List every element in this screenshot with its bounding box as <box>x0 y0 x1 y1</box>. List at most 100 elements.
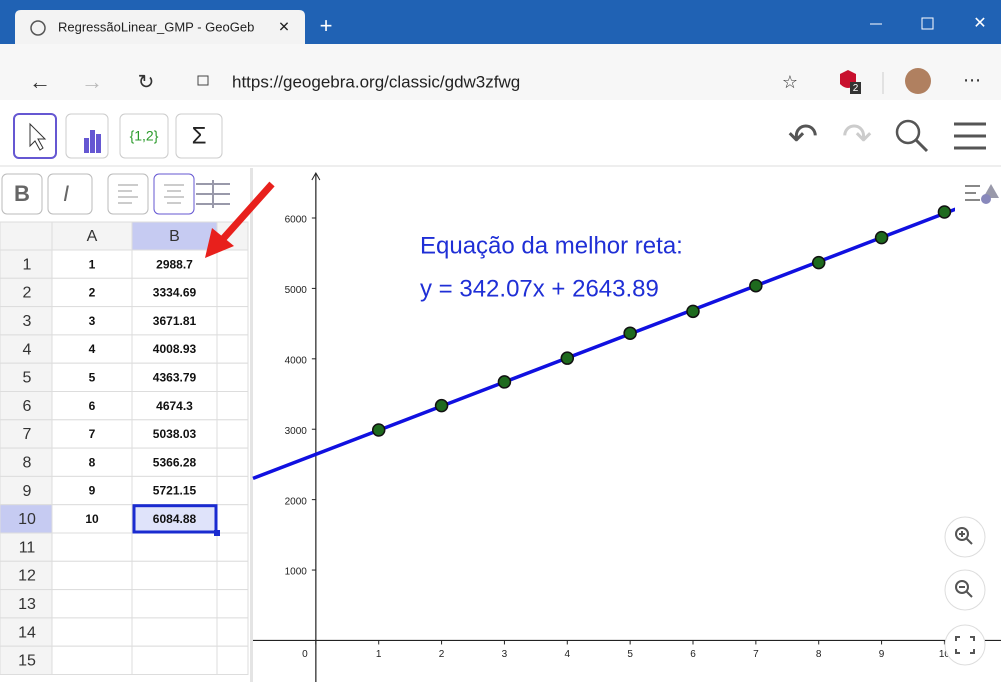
row-number: 11 <box>19 539 36 556</box>
row-number: 14 <box>18 624 36 641</box>
cell <box>132 561 217 589</box>
menu-button[interactable]: ⋯ <box>963 70 981 90</box>
zoom-out-button[interactable] <box>945 570 985 610</box>
chart-tool-icon <box>96 134 101 153</box>
cell <box>217 307 248 335</box>
align-center-button[interactable] <box>154 174 194 214</box>
x-tick-label: 7 <box>753 649 759 660</box>
cell-value: 5721.15 <box>153 484 197 498</box>
cell <box>217 250 248 278</box>
cell <box>132 590 217 618</box>
extension-badge: 2 <box>853 83 859 94</box>
data-point <box>624 327 636 339</box>
cell-value: 3 <box>89 314 96 328</box>
back-button[interactable]: ← <box>29 69 51 94</box>
profile-avatar[interactable] <box>905 68 931 94</box>
x-tick-label: 0 <box>302 649 308 660</box>
cell <box>217 618 248 646</box>
table-format-button[interactable] <box>196 180 230 208</box>
y-tick-label: 1000 <box>285 567 308 578</box>
column-header-label: B <box>169 228 180 245</box>
cell <box>52 533 132 561</box>
tab-title[interactable]: RegressãoLinear_GMP - GeoGeb <box>58 19 254 34</box>
x-tick-label: 8 <box>816 649 822 660</box>
row-number: 12 <box>18 568 36 585</box>
move-tool[interactable] <box>14 114 56 158</box>
cell-value: 10 <box>85 512 99 526</box>
cell-value: 3671.81 <box>153 314 197 328</box>
cell <box>52 646 132 674</box>
forward-button[interactable]: → <box>81 69 103 94</box>
cell-value: 2 <box>89 286 96 300</box>
cell <box>217 476 248 504</box>
close-window[interactable]: ✕ <box>973 15 986 32</box>
panel-divider <box>250 168 253 682</box>
fullscreen-button[interactable] <box>945 625 985 665</box>
data-point <box>561 352 573 364</box>
cell-value: 6084.88 <box>153 512 197 526</box>
cell <box>217 505 248 533</box>
italic-button[interactable] <box>48 174 92 214</box>
equation-title: Equação da melhor reta: <box>420 232 683 259</box>
equation: y = 342.07x + 2643.89 <box>420 275 659 302</box>
cell <box>217 561 248 589</box>
data-point <box>813 257 825 269</box>
undo-button[interactable]: ↶ <box>788 116 818 157</box>
fill-handle <box>214 530 220 536</box>
data-point <box>373 424 385 436</box>
x-tick-label: 6 <box>690 649 696 660</box>
x-tick-label: 1 <box>376 649 382 660</box>
cell-value: 4674.3 <box>156 399 193 413</box>
cell-value: 4008.93 <box>153 342 197 356</box>
list-tool-label: {1,2} <box>130 128 159 144</box>
cell-value: 4363.79 <box>153 371 197 385</box>
data-point <box>687 305 699 317</box>
row-number: 2 <box>23 285 32 302</box>
zoom-in-button[interactable] <box>945 517 985 557</box>
cell <box>217 590 248 618</box>
row-number: 9 <box>23 483 32 500</box>
cell-value: 5366.28 <box>153 455 197 469</box>
cell <box>217 363 248 391</box>
url[interactable]: https://geogebra.org/classic/gdw3zfwg <box>232 72 520 91</box>
cell <box>217 533 248 561</box>
align-left-button[interactable] <box>108 174 148 214</box>
graphics-style-icon <box>981 194 991 204</box>
cell <box>217 278 248 306</box>
cell <box>217 448 248 476</box>
row-number: 6 <box>23 398 32 415</box>
column-header-label: A <box>87 228 98 245</box>
row-number: 1 <box>23 256 32 273</box>
row-number: 4 <box>23 341 32 358</box>
cell-value: 2988.7 <box>156 257 193 271</box>
cell-value: 4 <box>89 342 96 356</box>
x-tick-label: 4 <box>565 649 571 660</box>
corner-cell <box>0 222 52 250</box>
cell <box>217 646 248 674</box>
new-tab[interactable]: + <box>320 13 333 38</box>
cell <box>52 590 132 618</box>
tab-close[interactable]: ✕ <box>278 19 290 35</box>
reload-button[interactable]: ↻ <box>138 71 155 93</box>
favorite-button[interactable]: ☆ <box>782 72 798 92</box>
y-tick-label: 5000 <box>285 285 308 296</box>
row-number: 3 <box>23 313 32 330</box>
bold-label: B <box>14 181 30 206</box>
data-point <box>498 376 510 388</box>
data-point <box>876 232 888 244</box>
cell-value: 3334.69 <box>153 286 197 300</box>
chart-tool-icon <box>84 138 89 153</box>
screen: RegressãoLinear_GMP - GeoGeb ✕ + ✕ ← → ↻… <box>0 0 1001 682</box>
row-number: 15 <box>18 653 36 670</box>
x-tick-label: 2 <box>439 649 445 660</box>
redo-button[interactable]: ↷ <box>842 116 872 157</box>
sum-tool-label: Σ <box>192 122 207 149</box>
cell-value: 1 <box>89 257 96 271</box>
x-tick-label: 3 <box>502 649 508 660</box>
cell <box>217 392 248 420</box>
row-number: 7 <box>23 426 32 443</box>
y-tick-label: 2000 <box>285 496 308 507</box>
cell-value: 5038.03 <box>153 427 197 441</box>
chart-tool-icon <box>90 130 95 153</box>
